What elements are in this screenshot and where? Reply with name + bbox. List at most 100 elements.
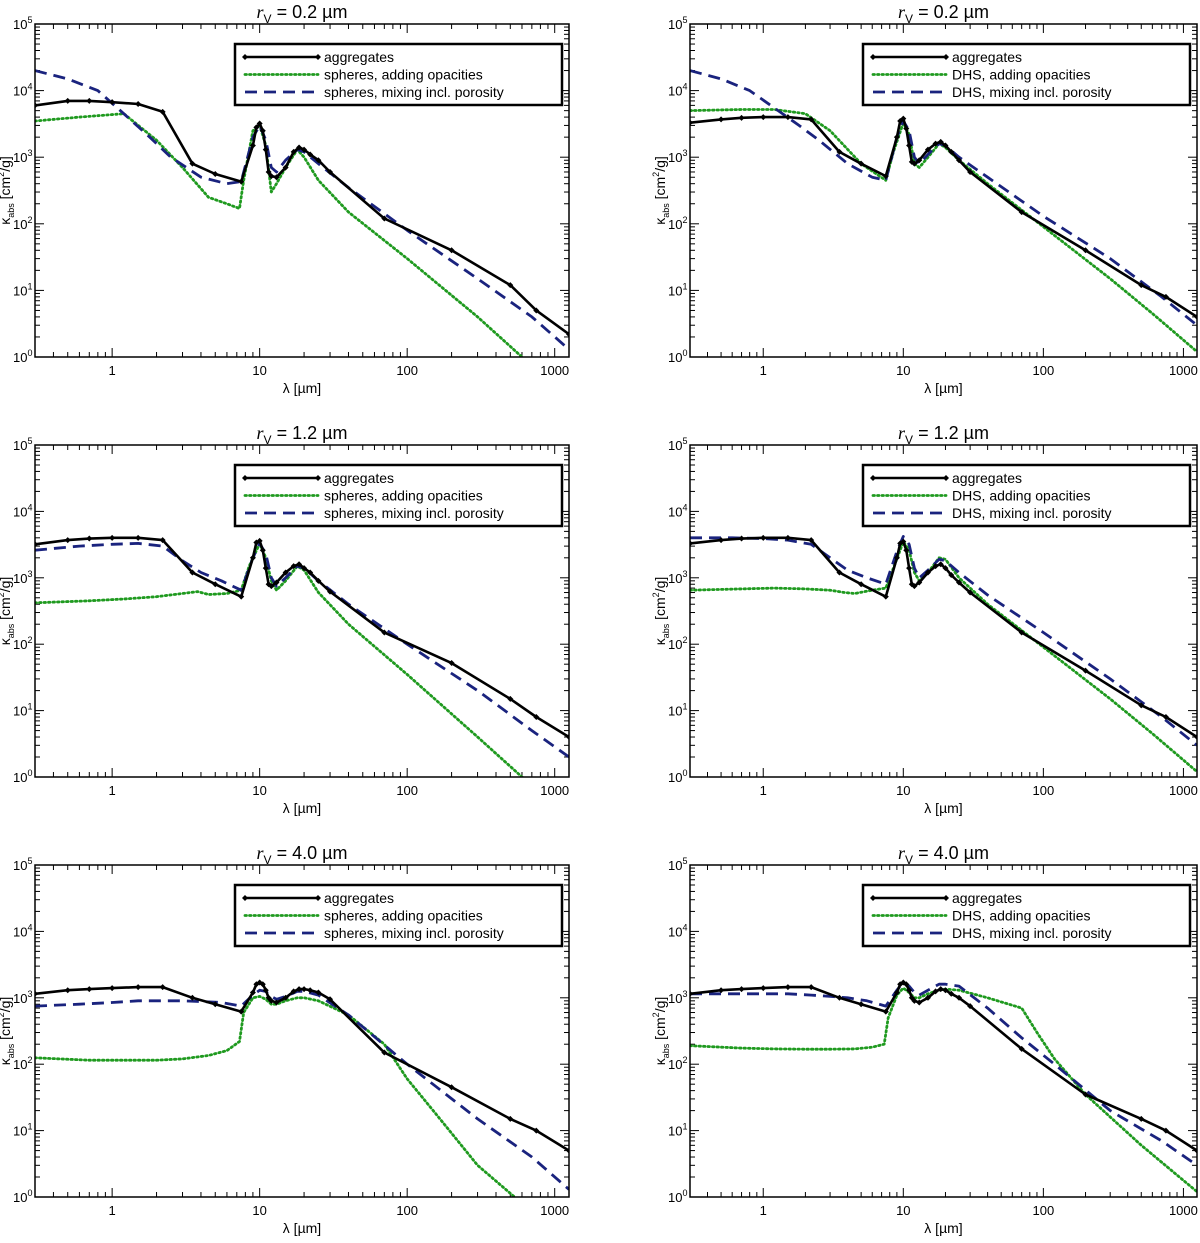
series-marker <box>159 108 166 115</box>
x-tick-label: 10 <box>252 363 266 378</box>
series-marker <box>448 660 455 667</box>
y-axis-label: κabs [cm2/g] <box>651 156 671 225</box>
chart-title: rV = 1.2 µm <box>257 423 348 447</box>
series-marker <box>937 561 944 568</box>
legend-label-2: spheres, adding opacities <box>324 908 483 924</box>
y-axis-label: κabs [cm2/g] <box>651 577 671 646</box>
series-marker <box>109 534 116 541</box>
series-marker <box>916 579 923 586</box>
chart-title: rV = 4.0 µm <box>257 843 348 867</box>
series-marker <box>906 142 913 149</box>
series-marker <box>1138 282 1145 289</box>
y-tick-label: 100 <box>668 348 687 365</box>
legend-marker <box>870 475 876 481</box>
x-tick-label: 1000 <box>540 1203 569 1218</box>
series-marker <box>315 577 322 584</box>
y-tick-label: 101 <box>13 281 32 298</box>
series-marker <box>238 178 245 185</box>
legend-marker <box>242 895 248 901</box>
series-line-3 <box>35 69 569 351</box>
y-axis-label: κabs [cm2/g] <box>0 577 16 646</box>
chart-panel-6: rV = 4.0 µm 1 10 100 1000 100 101 102 103 104 105 λ… <box>651 843 1198 1236</box>
series-marker <box>238 1008 245 1015</box>
series-line-3 <box>690 981 1197 1167</box>
series-marker <box>301 986 308 993</box>
y-tick-label: 104 <box>13 82 32 99</box>
series-marker <box>967 1003 974 1010</box>
series-marker <box>916 157 923 164</box>
series-marker <box>932 563 939 570</box>
series-marker <box>262 146 269 153</box>
legend-label-1: aggregates <box>324 49 394 65</box>
legend-marker <box>870 54 876 60</box>
y-tick-label: 103 <box>13 989 32 1006</box>
chart-panel-4: rV = 1.2 µm 1 10 100 1000 100 101 102 103 104 105 λ… <box>651 423 1198 816</box>
chart-legend: aggregates spheres, adding opacitiesspher… <box>233 463 564 528</box>
series-marker <box>906 987 913 994</box>
y-tick-label: 105 <box>13 856 32 873</box>
plot-frame <box>34 23 570 358</box>
series-marker <box>109 99 116 106</box>
series-marker <box>135 100 142 107</box>
x-tick-label: 100 <box>396 783 418 798</box>
data-area <box>690 534 1197 774</box>
series-marker <box>808 116 815 123</box>
series-marker <box>282 994 289 1001</box>
y-tick-label: 105 <box>13 15 32 32</box>
x-axis-label: λ [µm] <box>924 800 962 816</box>
legend-marker <box>943 54 949 60</box>
series-marker <box>1162 1127 1169 1134</box>
series-marker <box>760 114 767 121</box>
x-tick-label: 10 <box>252 1203 266 1218</box>
y-tick-label: 100 <box>668 1188 687 1205</box>
y-tick-label: 102 <box>13 635 32 652</box>
series-marker <box>507 282 514 289</box>
series-marker <box>290 148 297 155</box>
series-marker <box>836 148 843 155</box>
legend-marker <box>943 475 949 481</box>
y-tick-label: 103 <box>668 989 687 1006</box>
series-marker <box>265 168 272 175</box>
legend-label-3: DHS, mixing incl. porosity <box>952 84 1112 100</box>
y-tick-label: 105 <box>668 436 687 453</box>
series-marker <box>282 164 289 171</box>
y-tick-label: 103 <box>668 569 687 586</box>
series-marker <box>307 569 314 576</box>
x-axis-label: λ [µm] <box>283 380 321 396</box>
series-marker <box>893 989 900 996</box>
series-marker <box>301 565 308 572</box>
series-marker <box>159 984 166 991</box>
chart-title: rV = 0.2 µm <box>257 2 348 26</box>
series-marker <box>1082 1091 1089 1098</box>
series-marker <box>760 534 767 541</box>
legend-label-3: DHS, mixing incl. porosity <box>952 505 1112 521</box>
series-marker <box>1018 1045 1025 1052</box>
legend-label-1: aggregates <box>324 890 394 906</box>
series-marker <box>273 579 280 586</box>
chart-panel-3: rV = 1.2 µm 1 10 100 1000 100 101 102 103 104 105 λ… <box>0 423 570 816</box>
series-marker <box>882 173 889 180</box>
y-tick-label: 102 <box>13 215 32 232</box>
x-tick-label: 100 <box>1033 363 1055 378</box>
data-area <box>35 69 569 357</box>
plot-frame <box>34 444 570 778</box>
series-marker <box>942 987 949 994</box>
chart-title: rV = 4.0 µm <box>898 843 989 867</box>
series-marker <box>916 999 923 1006</box>
series-marker <box>249 142 256 149</box>
x-axis-label: λ [µm] <box>283 1220 321 1236</box>
x-tick-label: 1000 <box>1169 363 1198 378</box>
series-marker <box>1082 247 1089 254</box>
legend-marker <box>315 895 321 901</box>
series-marker <box>381 629 388 636</box>
x-tick-label: 100 <box>1033 783 1055 798</box>
x-tick-label: 100 <box>396 363 418 378</box>
series-marker <box>937 138 944 145</box>
series-marker <box>301 146 308 153</box>
y-tick-label: 104 <box>668 82 687 99</box>
y-tick-label: 100 <box>13 768 32 785</box>
x-tick-label: 1 <box>109 363 116 378</box>
y-tick-label: 102 <box>668 215 687 232</box>
